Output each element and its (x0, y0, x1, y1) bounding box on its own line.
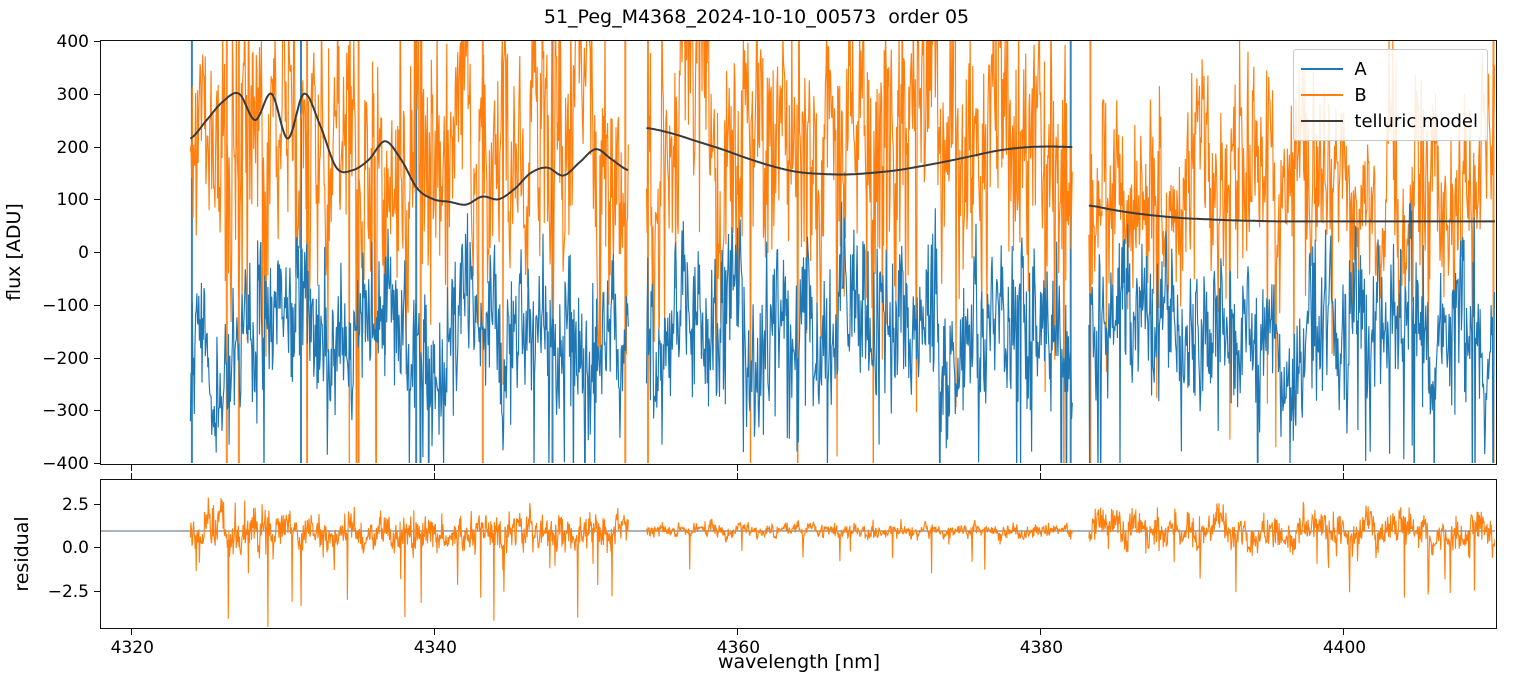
telluric-model-trace (189, 92, 629, 206)
legend-label: B (1354, 84, 1367, 106)
residual-series-canvas (101, 497, 1495, 627)
legend-swatch (1301, 68, 1344, 70)
y-tick-label: 300 (56, 84, 89, 105)
y-tick-label: 100 (56, 190, 89, 211)
y-tick-label: 0 (78, 243, 89, 263)
legend-swatch (1301, 120, 1344, 122)
x-tick-mark: 4340 (414, 628, 457, 658)
y-tick-label: 200 (56, 137, 89, 158)
y-tick-label: −400 (42, 454, 89, 474)
y-tick-label: −2.5 (47, 581, 89, 602)
x-tick-mark: 4320 (111, 628, 154, 658)
x-tick-mark (1343, 473, 1345, 480)
residual-axes: −2.5 0.0 2.5 4320 4340 4360 4380 4400 (48, 473, 1497, 658)
y-tick-label: −300 (42, 401, 89, 422)
x-tick-label: 4340 (413, 638, 457, 658)
y-tick-label: 400 (56, 32, 89, 52)
y-tick-mark: −2.5 (48, 582, 101, 602)
y-tick-label: 0.0 (61, 538, 89, 559)
y-tick-mark: −100 (42, 296, 101, 316)
series-a-trace (189, 213, 629, 463)
x-tick-label: 4400 (1322, 638, 1367, 658)
y-tick-label: −200 (42, 348, 89, 369)
legend-entry: telluric model (1301, 108, 1478, 134)
x-tick-mark: 4380 (1020, 628, 1063, 658)
wavelength-axis-label: wavelength [nm] (717, 651, 881, 673)
y-tick-label: 2.5 (61, 495, 89, 516)
legend-entry: B (1301, 82, 1478, 108)
y-tick-mark: 0 (78, 243, 101, 263)
y-tick-mark: −300 (42, 401, 101, 421)
y-tick-label: −100 (42, 295, 89, 316)
y-tick-mark: 400 (57, 32, 101, 52)
series-a-trace (1088, 202, 1495, 463)
page-title: 51_Peg_M4368_2024-10-10_00573 order 05 (543, 6, 970, 28)
residual-trace (189, 497, 629, 627)
telluric-model-trace (1088, 204, 1495, 223)
series-b-trace (645, 41, 1073, 463)
y-tick-mark: 200 (57, 138, 101, 158)
x-tick-mark (1040, 464, 1042, 471)
residual-axis-label: residual (11, 516, 33, 592)
x-tick-mark (131, 464, 133, 471)
flux-axis-label: flux [ADU] (3, 203, 25, 301)
legend-swatch (1301, 94, 1344, 96)
flux-plot-area (101, 41, 1496, 464)
x-tick-mark (434, 464, 436, 471)
x-tick-mark: 4400 (1323, 628, 1366, 658)
x-tick-label: 4380 (1019, 638, 1064, 658)
x-tick-mark (1343, 464, 1345, 471)
telluric-model-trace (646, 127, 1073, 176)
residual-trace (645, 518, 1073, 574)
y-tick-mark: −200 (42, 349, 101, 369)
y-tick-mark: −400 (42, 454, 101, 474)
x-tick-label: 4320 (110, 638, 154, 658)
flux-series-canvas (189, 41, 1495, 463)
y-tick-mark: 300 (57, 85, 101, 105)
x-tick-mark (1040, 473, 1042, 480)
legend-label: A (1354, 58, 1367, 80)
y-tick-mark: 0.0 (62, 538, 101, 558)
series-a-trace (645, 201, 1073, 463)
x-tick-mark (737, 464, 739, 471)
x-tick-mark (131, 473, 133, 480)
residual-plot-area (101, 480, 1496, 628)
residual-trace (1088, 502, 1495, 598)
legend-label: telluric model (1354, 110, 1478, 132)
y-tick-mark: 2.5 (62, 495, 101, 515)
legend-entry: A (1301, 56, 1478, 82)
y-tick-mark: 100 (57, 190, 101, 210)
x-tick-mark (737, 473, 739, 480)
x-tick-mark: 4360 (717, 628, 760, 658)
x-tick-label: 4360 (716, 638, 761, 658)
x-tick-mark (434, 473, 436, 480)
series-b-trace (189, 41, 629, 463)
